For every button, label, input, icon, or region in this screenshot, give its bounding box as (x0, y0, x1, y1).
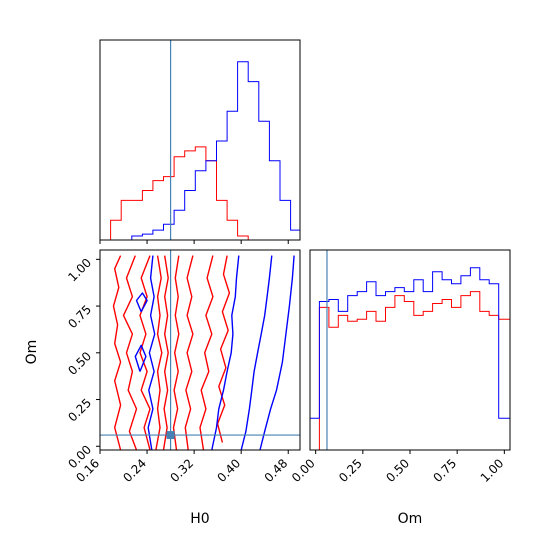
x-axis-label-h0: H0 (190, 511, 209, 527)
joint-x-tick-label-1: 0.24 (120, 456, 149, 485)
joint-y-tick-label-1: 0.25 (65, 396, 94, 425)
red-contour-2 (139, 255, 151, 450)
joint-x-tick-label-2: 0.32 (167, 456, 196, 485)
red-contour-7 (199, 255, 214, 450)
joint-frame (99, 249, 301, 451)
red-contour-0 (112, 255, 122, 450)
joint-x-tick-label-4: 0.48 (262, 456, 291, 485)
joint-y-tick-label-2: 0.50 (65, 349, 94, 378)
red-contour-1 (122, 255, 138, 450)
red-contour-3 (155, 255, 163, 450)
om-histogram-series-blue (309, 267, 511, 450)
om-x-tick-label-2: 0.50 (383, 456, 412, 485)
red-contour-4 (162, 255, 169, 450)
histogram-h0-panel (99, 39, 301, 244)
red-contour-5 (172, 255, 180, 450)
x-axis-label-om: Om (398, 511, 423, 527)
om-histogram-series-red (310, 291, 511, 451)
blue-contour-3 (259, 255, 295, 450)
histogram-om-panel: 0.00 0.25 0.50 0.75 1.00 (289, 249, 511, 485)
om-x-tick-label-4: 1.00 (478, 456, 507, 485)
h0-histogram-series-blue (100, 61, 301, 241)
om-x-tick-label-0: 0.00 (289, 456, 318, 485)
red-contour-8 (216, 255, 231, 443)
joint-x-tick-label-3: 0.40 (215, 456, 244, 485)
h0-hist-frame (99, 39, 301, 241)
om-x-tick-label-3: 0.75 (430, 456, 459, 485)
joint-y-tick-label-3: 0.75 (65, 302, 94, 331)
om-x-tick-label-1: 0.25 (336, 456, 365, 485)
y-axis-label-om: Om (24, 340, 40, 365)
joint-contour-panel: 0.16 0.24 0.32 0.40 0.480.000.250.500.751.00 (65, 249, 301, 485)
h0-histogram-series-red (100, 146, 300, 241)
blue-contour-2 (240, 255, 273, 450)
blue-contour-0 (147, 255, 156, 450)
blue-contour-5 (134, 344, 147, 372)
joint-y-tick-label-4: 1.00 (65, 256, 94, 285)
joint-truth-marker (166, 431, 175, 440)
blue-contour-4 (135, 292, 148, 313)
blue-contour-1 (211, 255, 240, 450)
red-contour-6 (184, 255, 194, 450)
